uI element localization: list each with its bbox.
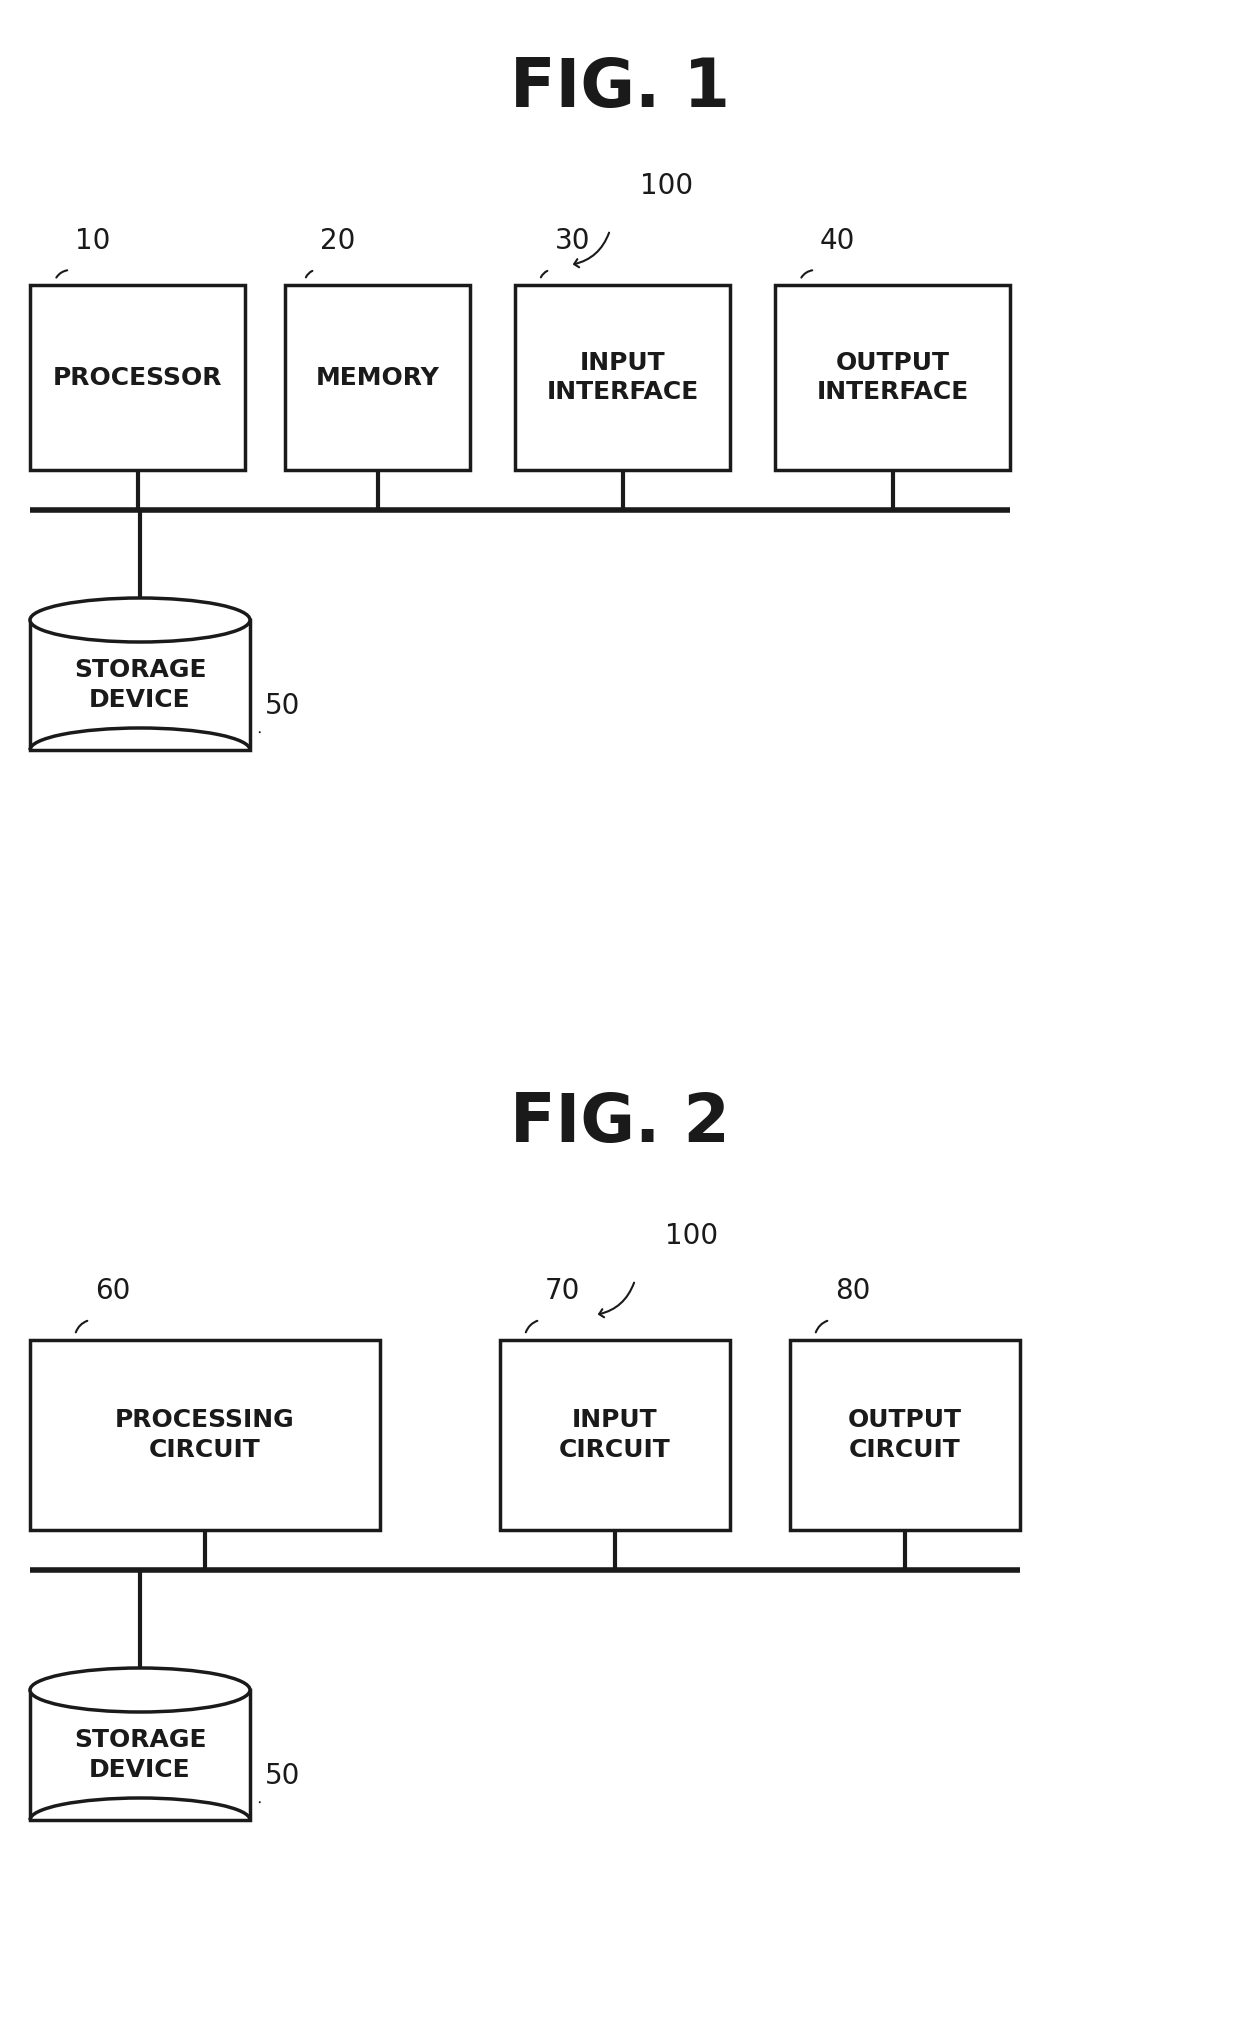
Text: 70: 70 (546, 1278, 580, 1304)
Text: MEMORY: MEMORY (315, 365, 439, 389)
Bar (30, 1690, 250, 1820)
Text: 80: 80 (835, 1278, 870, 1304)
Bar (30, 285, 246, 471)
Text: 40: 40 (820, 226, 856, 255)
Text: PROCESSOR: PROCESSOR (53, 365, 222, 389)
Bar (30, 1341, 379, 1531)
Bar (30, 620, 250, 750)
Text: 100: 100 (640, 171, 693, 200)
Text: 20: 20 (320, 226, 356, 255)
Ellipse shape (30, 597, 250, 642)
Text: INPUT
INTERFACE: INPUT INTERFACE (547, 351, 698, 404)
Text: FIG. 2: FIG. 2 (510, 1090, 730, 1156)
Text: INPUT
CIRCUIT: INPUT CIRCUIT (559, 1408, 671, 1461)
Bar (515, 285, 730, 471)
Text: 50: 50 (265, 1763, 300, 1789)
Text: FIG. 1: FIG. 1 (510, 55, 730, 120)
Ellipse shape (30, 1667, 250, 1712)
Text: OUTPUT
CIRCUIT: OUTPUT CIRCUIT (848, 1408, 962, 1461)
Bar (500, 1341, 730, 1531)
Text: 50: 50 (265, 693, 300, 719)
Text: PROCESSING
CIRCUIT: PROCESSING CIRCUIT (115, 1408, 295, 1461)
Bar (775, 285, 1011, 471)
Text: 100: 100 (665, 1223, 718, 1249)
Text: 10: 10 (74, 226, 110, 255)
Text: 60: 60 (95, 1278, 130, 1304)
Text: OUTPUT
INTERFACE: OUTPUT INTERFACE (816, 351, 968, 404)
Text: 30: 30 (556, 226, 590, 255)
Text: STORAGE
DEVICE: STORAGE DEVICE (73, 1728, 206, 1781)
Bar (790, 1341, 1021, 1531)
Bar (285, 285, 470, 471)
Text: STORAGE
DEVICE: STORAGE DEVICE (73, 658, 206, 711)
